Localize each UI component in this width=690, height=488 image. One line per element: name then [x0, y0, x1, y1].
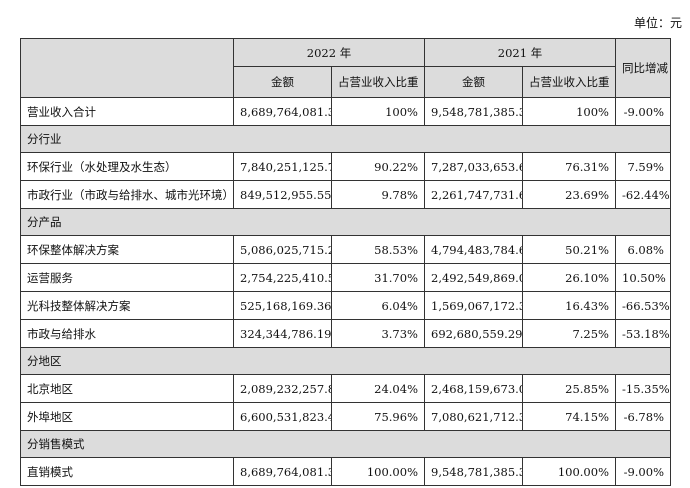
- header-amount-2022: 金额: [233, 66, 332, 98]
- amount-2021-cell: 2,492,549,869.01: [424, 263, 523, 292]
- yoy-cell: 10.50%: [615, 263, 671, 292]
- amount-2021-cell: 1,569,067,172.36: [424, 291, 523, 320]
- table-row: 市政与给排水 324,344,786.19 3.73% 692,680,559.29 7…: [20, 319, 671, 348]
- yoy-cell: -9.00%: [615, 457, 671, 486]
- amount-2022-cell: 8,689,764,081.32: [233, 457, 332, 486]
- yoy-cell: 6.08%: [615, 235, 671, 264]
- yoy-cell: 7.59%: [615, 152, 671, 181]
- section-row: 分行业: [20, 125, 671, 153]
- table-row: 营业收入合计8,689,764,081.32100%9,548,781,385.…: [20, 97, 671, 126]
- row-label: 直销模式: [20, 457, 234, 486]
- section-row: 分销售模式: [20, 430, 671, 458]
- revenue-table: 2022 年 2021 年 同比增减 金额 占营业收入比重 金额 占营业收入比重…: [20, 38, 671, 486]
- header-share-2022: 占营业收入比重: [331, 66, 425, 98]
- table-row: 环保整体解决方案5,086,025,715.2358.53%4,794,483,…: [20, 235, 671, 264]
- amount-2021-cell: 9,548,781,385.33: [424, 97, 523, 126]
- amount-2022-cell: 324,344,786.19: [233, 319, 332, 348]
- amount-2021-cell: 2,261,747,731.65: [424, 180, 523, 209]
- amount-2021-cell: 4,794,483,784.67: [424, 235, 523, 264]
- row-label: 环保整体解决方案: [20, 235, 234, 264]
- amount-2022-cell: 849,512,955.55: [233, 180, 332, 209]
- row-label: 市政行业（市政与给排水、城市光环境）: [20, 180, 234, 209]
- amount-2022-cell: 525,168,169.36: [233, 291, 332, 320]
- amount-2022-cell: 7,840,251,125.77: [233, 152, 332, 181]
- share-2022-cell: 24.04%: [331, 374, 425, 403]
- share-2022-cell: 3.73%: [331, 319, 425, 348]
- amount-2021-cell: 2,468,159,673.01: [424, 374, 523, 403]
- header-row-years: 2022 年 2021 年 同比增减: [20, 38, 671, 98]
- share-2021-cell: 26.10%: [522, 263, 616, 292]
- header-year-2022: 2022 年: [233, 38, 425, 67]
- row-label: 外埠地区: [20, 402, 234, 431]
- share-2021-cell: 74.15%: [522, 402, 616, 431]
- table-row: 环保行业（水处理及水生态）7,840,251,125.7790.22%7,287…: [20, 152, 671, 181]
- table-row: 运营服务2,754,225,410.5431.70%2,492,549,869.…: [20, 263, 671, 292]
- share-2021-cell: 100%: [522, 97, 616, 126]
- row-label: 光科技整体解决方案: [20, 291, 234, 320]
- header-row-columns: 金额 占营业收入比重 金额 占营业收入比重: [21, 66, 671, 98]
- share-2021-cell: 100.00%: [522, 457, 616, 486]
- amount-2021-cell: 692,680,559.29: [424, 319, 523, 348]
- share-2022-cell: 58.53%: [331, 235, 425, 264]
- header-yoy: 同比增减: [615, 38, 671, 98]
- table-row: 外埠地区6,600,531,823.4975.96%7,080,621,712.…: [20, 402, 671, 431]
- share-2022-cell: 6.04%: [331, 291, 425, 320]
- share-2021-cell: 7.25%: [522, 319, 616, 348]
- yoy-cell: -66.53%: [615, 291, 671, 320]
- share-2022-cell: 9.78%: [331, 180, 425, 209]
- amount-2021-cell: 9,548,781,385.33: [424, 457, 523, 486]
- row-label: 环保行业（水处理及水生态）: [20, 152, 234, 181]
- section-row: 分地区: [20, 347, 671, 375]
- share-2021-cell: 50.21%: [522, 235, 616, 264]
- section-row: 分产品: [20, 208, 671, 236]
- share-2022-cell: 90.22%: [331, 152, 425, 181]
- share-2021-cell: 76.31%: [522, 152, 616, 181]
- header-blank: [20, 38, 234, 98]
- row-label: 运营服务: [20, 263, 234, 292]
- yoy-cell: -15.35%: [615, 374, 671, 403]
- amount-2021-cell: 7,080,621,712.32: [424, 402, 523, 431]
- amount-2022-cell: 8,689,764,081.32: [233, 97, 332, 126]
- unit-label: 单位：元: [633, 16, 682, 30]
- amount-2022-cell: 2,754,225,410.54: [233, 263, 332, 292]
- header-year-2021: 2021 年: [424, 38, 616, 67]
- yoy-cell: -53.18%: [615, 319, 671, 348]
- section-label: 分地区: [20, 347, 671, 375]
- header-amount-2021: 金额: [424, 66, 523, 98]
- table-row: 直销模式8,689,764,081.32100.00%9,548,781,385…: [20, 457, 671, 486]
- table-body: 营业收入合计8,689,764,081.32100%9,548,781,385.…: [20, 97, 671, 486]
- amount-2022-cell: 5,086,025,715.23: [233, 235, 332, 264]
- table-row: 市政行业（市政与给排水、城市光环境） 849,512,955.55 9.78% 2,2…: [20, 180, 671, 209]
- row-label: 北京地区: [20, 374, 234, 403]
- share-2022-cell: 100.00%: [331, 457, 425, 486]
- section-label: 分产品: [20, 208, 671, 236]
- share-2021-cell: 23.69%: [522, 180, 616, 209]
- share-2022-cell: 100%: [331, 97, 425, 126]
- header-share-2021: 占营业收入比重: [522, 66, 616, 98]
- section-label: 分销售模式: [20, 430, 671, 458]
- section-label: 分行业: [20, 125, 671, 153]
- table-row: 光科技整体解决方案 525,168,169.36 6.04% 1,569,067,17…: [20, 291, 671, 320]
- table-row: 北京地区2,089,232,257.8324.04%2,468,159,673.…: [20, 374, 671, 403]
- row-label: 市政与给排水: [20, 319, 234, 348]
- yoy-cell: -6.78%: [615, 402, 671, 431]
- yoy-cell: -62.44%: [615, 180, 671, 209]
- share-2021-cell: 16.43%: [522, 291, 616, 320]
- share-2021-cell: 25.85%: [522, 374, 616, 403]
- share-2022-cell: 75.96%: [331, 402, 425, 431]
- row-label: 营业收入合计: [20, 97, 234, 126]
- amount-2022-cell: 2,089,232,257.83: [233, 374, 332, 403]
- yoy-cell: -9.00%: [615, 97, 671, 126]
- amount-2022-cell: 6,600,531,823.49: [233, 402, 332, 431]
- share-2022-cell: 31.70%: [331, 263, 425, 292]
- amount-2021-cell: 7,287,033,653.68: [424, 152, 523, 181]
